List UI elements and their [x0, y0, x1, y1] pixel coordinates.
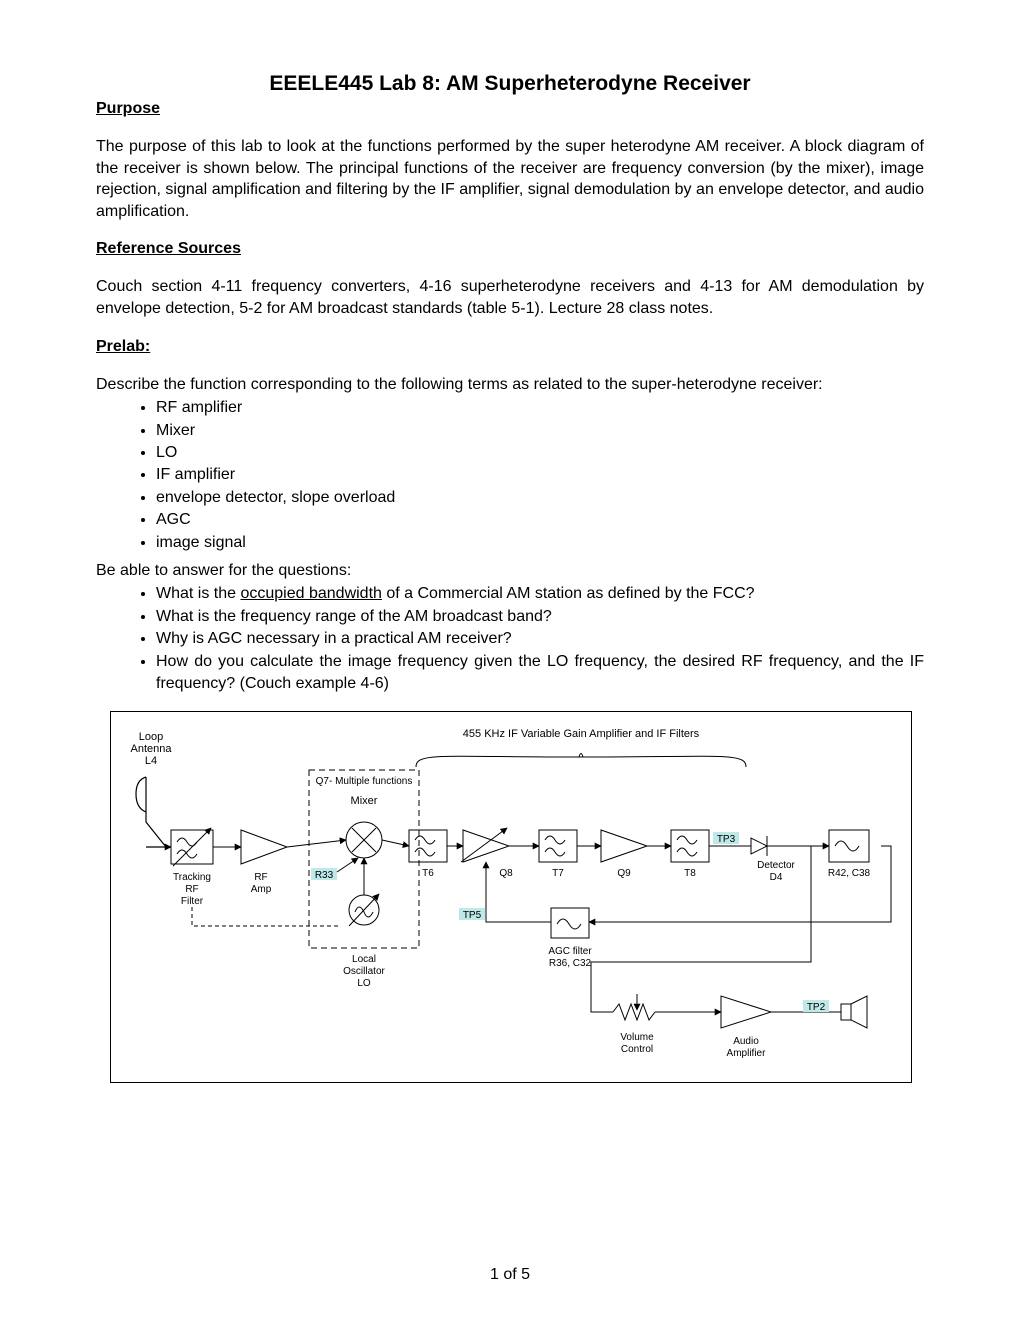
refs-text: Couch section 4-11 frequency converters,… — [96, 276, 924, 319]
prelab-followup: Be able to answer for the questions: — [96, 560, 924, 582]
svg-text:Detector: Detector — [757, 860, 795, 871]
rf-amp-icon: RF Amp — [241, 830, 287, 895]
svg-text:LO: LO — [357, 978, 371, 989]
svg-text:R42, C38: R42, C38 — [828, 868, 871, 879]
svg-text:RF: RF — [185, 884, 198, 895]
t8-filter-icon: T8 — [671, 830, 709, 879]
svg-text:Mixer: Mixer — [351, 795, 378, 807]
prelab-questions: What is the occupied bandwidth of a Comm… — [96, 583, 924, 695]
svg-text:TP2: TP2 — [807, 1002, 826, 1013]
agc-feedback-wire — [589, 846, 891, 922]
svg-text:Q8: Q8 — [499, 868, 513, 879]
brace-icon — [416, 757, 746, 768]
diagram-svg: 455 KHz IF Variable Gain Amplifier and I… — [110, 711, 912, 1083]
speaker-icon — [841, 996, 867, 1028]
svg-text:Filter: Filter — [181, 896, 204, 907]
list-item: LO — [156, 442, 924, 464]
svg-text:T7: T7 — [552, 868, 564, 879]
list-item: RF amplifier — [156, 397, 924, 419]
wire — [287, 840, 346, 847]
svg-text:Amplifier: Amplifier — [727, 1048, 767, 1059]
svg-text:TP3: TP3 — [717, 834, 736, 845]
prelab-terms-list: RF amplifier Mixer LO IF amplifier envel… — [96, 397, 924, 554]
list-item: IF amplifier — [156, 464, 924, 486]
svg-text:Q7- Multiple functions: Q7- Multiple functions — [316, 776, 413, 787]
q1-pre: What is the — [156, 585, 240, 602]
agc-filter-icon: AGC filter R36, C32 — [548, 908, 592, 969]
r42c38-filter-icon: R42, C38 — [828, 830, 871, 879]
brace-label: 455 KHz IF Variable Gain Amplifier and I… — [463, 728, 700, 740]
svg-text:L4: L4 — [145, 755, 157, 767]
list-item: What is the frequency range of the AM br… — [156, 606, 924, 628]
list-item: Why is AGC necessary in a practical AM r… — [156, 628, 924, 650]
list-item: What is the occupied bandwidth of a Comm… — [156, 583, 924, 605]
svg-text:Tracking: Tracking — [173, 872, 211, 883]
detector-icon: Detector D4 — [751, 836, 796, 883]
svg-text:Antenna: Antenna — [131, 743, 173, 755]
svg-text:T6: T6 — [422, 868, 434, 879]
list-item: image signal — [156, 532, 924, 554]
svg-text:T8: T8 — [684, 868, 696, 879]
svg-text:AGC filter: AGC filter — [548, 946, 592, 957]
tp3-label: TP3 — [713, 832, 739, 845]
q8-amp-icon: Q8 — [461, 828, 513, 879]
svg-text:RF: RF — [254, 872, 267, 883]
tracking-filter-icon: Tracking RF Filter — [171, 828, 213, 907]
svg-text:Amp: Amp — [251, 884, 272, 895]
lo-icon: Local Oscillator LO — [343, 894, 385, 989]
doc-title: EEELE445 Lab 8: AM Superheterodyne Recei… — [96, 72, 924, 96]
svg-text:Audio: Audio — [733, 1036, 759, 1047]
svg-text:Oscillator: Oscillator — [343, 966, 385, 977]
volume-control-icon: Volume Control — [613, 994, 655, 1055]
svg-text:Local: Local — [352, 954, 376, 965]
brace-tip-icon — [579, 754, 583, 758]
purpose-heading: Purpose — [96, 100, 924, 118]
wire — [382, 840, 409, 846]
mixer-icon: Mixer R33 — [311, 795, 382, 881]
svg-text:Q9: Q9 — [617, 868, 631, 879]
q9-amp-icon: Q9 — [601, 830, 647, 879]
svg-text:TP5: TP5 — [463, 910, 482, 921]
svg-text:R33: R33 — [315, 870, 334, 881]
t6-filter-icon: T6 — [409, 830, 447, 879]
svg-text:R36, C32: R36, C32 — [549, 958, 592, 969]
svg-text:Loop: Loop — [139, 731, 163, 743]
t7-filter-icon: T7 — [539, 830, 577, 879]
page-number: 1 of 5 — [0, 1266, 1020, 1284]
prelab-heading: Prelab: — [96, 338, 924, 356]
q1-underline: occupied bandwidth — [240, 585, 381, 602]
tp5-label: TP5 — [459, 908, 485, 921]
list-item: AGC — [156, 509, 924, 531]
svg-text:D4: D4 — [770, 872, 783, 883]
agc-to-q8-wire — [486, 862, 551, 922]
list-item: envelope detector, slope overload — [156, 487, 924, 509]
audio-amp-icon: Audio Amplifier — [721, 996, 771, 1059]
refs-heading: Reference Sources — [96, 240, 924, 258]
list-item: Mixer — [156, 420, 924, 442]
prelab-intro: Describe the function corresponding to t… — [96, 374, 924, 396]
svg-text:Volume: Volume — [620, 1032, 654, 1043]
svg-text:Control: Control — [621, 1044, 653, 1055]
block-diagram: 455 KHz IF Variable Gain Amplifier and I… — [110, 711, 924, 1088]
tuning-link — [192, 907, 341, 926]
antenna-icon: Loop Antenna L4 — [131, 731, 173, 847]
purpose-text: The purpose of this lab to look at the f… — [96, 136, 924, 222]
tp2-label: TP2 — [803, 1000, 829, 1013]
q1-post: of a Commercial AM station as defined by… — [382, 585, 755, 602]
list-item: How do you calculate the image frequency… — [156, 651, 924, 696]
page: EEELE445 Lab 8: AM Superheterodyne Recei… — [0, 0, 1020, 1320]
